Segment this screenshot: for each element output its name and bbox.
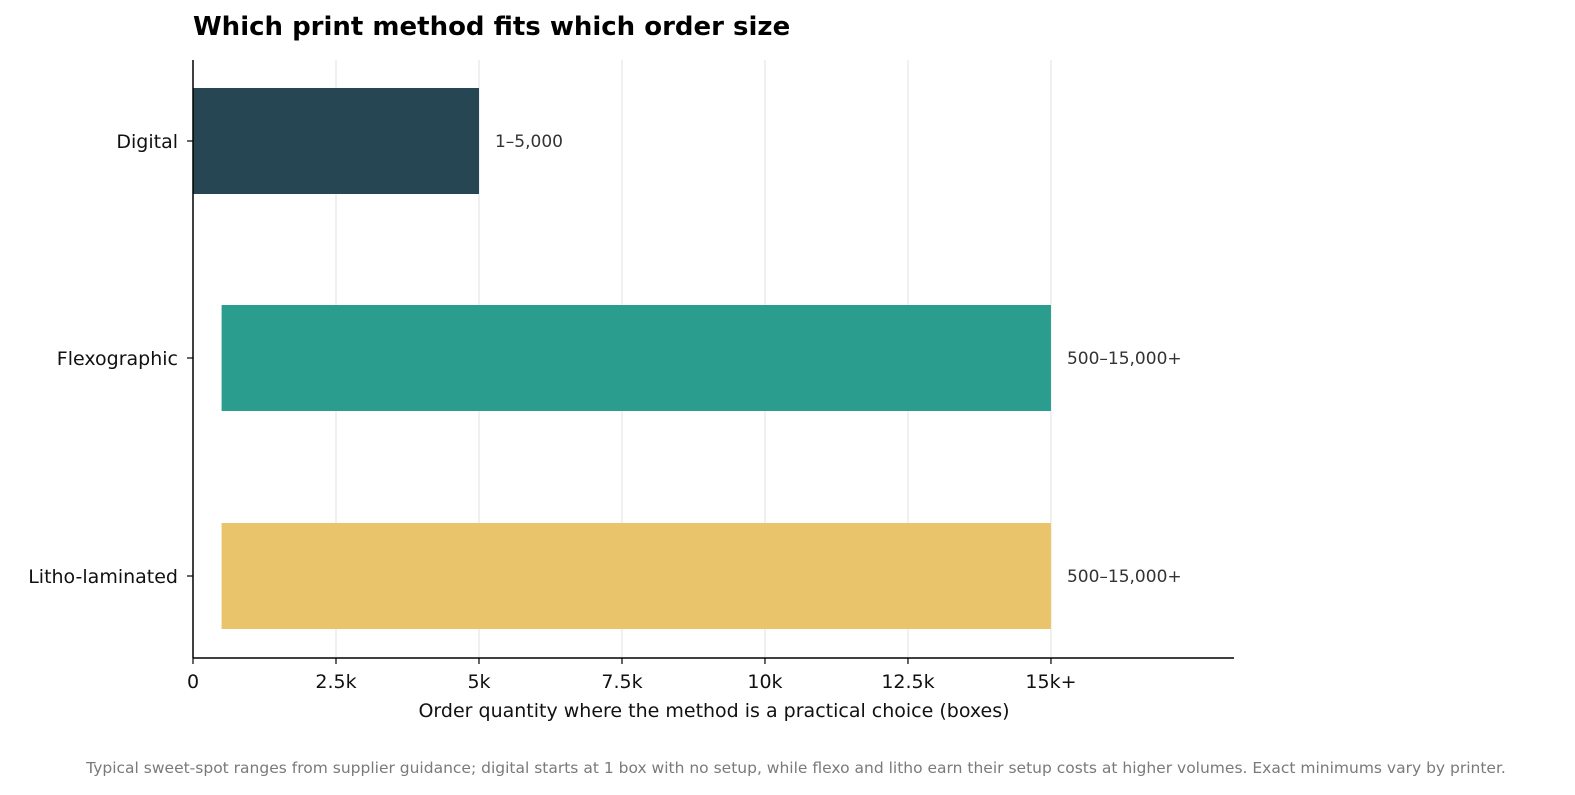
axes bbox=[192, 60, 1234, 659]
category-label: Litho-laminated bbox=[28, 566, 178, 588]
labels: 0 2.5k 5k 7.5k 10k 12.5k 15k+ Digital 1–5,000 Fle… bbox=[28, 131, 1181, 693]
data-label: 1–5,000 bbox=[495, 132, 563, 152]
x-tick-label: 5k bbox=[467, 671, 490, 693]
category-label: Digital bbox=[116, 131, 178, 153]
chart-footnote: Typical sweet-spot ranges from supplier … bbox=[85, 759, 1506, 777]
x-tick-label: 12.5k bbox=[881, 671, 934, 693]
x-tick-label: 2.5k bbox=[315, 671, 356, 693]
bars bbox=[193, 88, 1051, 629]
bar bbox=[193, 88, 479, 194]
category-label: Flexographic bbox=[57, 348, 178, 370]
bar bbox=[221, 523, 1051, 629]
x-tick-label: 15k+ bbox=[1025, 671, 1076, 693]
x-axis-label: Order quantity where the method is a pra… bbox=[418, 700, 1009, 722]
x-tick-label: 10k bbox=[747, 671, 782, 693]
x-tick-label: 7.5k bbox=[601, 671, 642, 693]
bar bbox=[221, 305, 1051, 411]
chart-title: Which print method fits which order size bbox=[193, 12, 790, 42]
x-tick-label: 0 bbox=[187, 671, 199, 693]
data-label: 500–15,000+ bbox=[1067, 349, 1182, 369]
data-label: 500–15,000+ bbox=[1067, 567, 1182, 587]
